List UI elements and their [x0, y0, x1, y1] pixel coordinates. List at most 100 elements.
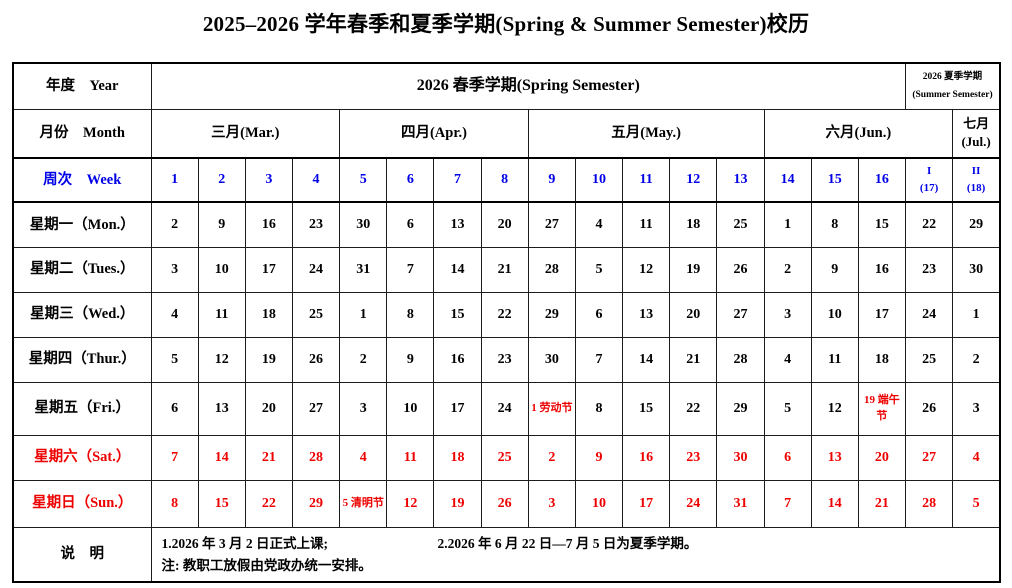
- day-cell: 5: [763, 381, 812, 436]
- weekday-row: 星期六（Sat.） 7 14 21 28 4 11 18 25 2 9 16 23 30 6 13 20 27 4: [12, 434, 1001, 481]
- day-cell: 8: [386, 291, 435, 338]
- day-cell: 25: [291, 291, 341, 338]
- notes-content: 1.2026 年 3 月 2 日正式上课; 2.2026 年 6 月 22 日—…: [150, 526, 1001, 583]
- summer-semester-header: 2026 夏季学期 (Summer Semester): [905, 62, 1001, 110]
- week-label: 周次 Week: [12, 157, 152, 203]
- day-cell: 16: [622, 434, 671, 481]
- week-cell: 1: [150, 157, 199, 203]
- day-cell: 10: [197, 246, 246, 293]
- day-cell: 9: [574, 434, 624, 481]
- day-cell: 28: [904, 479, 954, 528]
- month-cell-apr: 四月(Apr.): [339, 108, 529, 159]
- day-cell: 22: [244, 479, 293, 528]
- day-cell: 2: [339, 336, 388, 383]
- day-cell: 12: [810, 381, 859, 436]
- day-cell: 17: [433, 381, 482, 436]
- day-cell: 16: [857, 246, 907, 293]
- day-cell: 10: [810, 291, 859, 338]
- day-cell: 30: [527, 336, 576, 383]
- day-cell: 30: [339, 201, 388, 248]
- page-title: 2025–2026 学年春季和夏季学期(Spring & Summer Seme…: [202, 12, 810, 36]
- day-cell: 29: [291, 479, 341, 528]
- weekday-row: 星期二（Tues.） 3 10 17 24 31 7 14 21 28 5 12 19 26 2 9 16 23 3…: [12, 246, 1001, 293]
- holiday-day: 5: [342, 496, 349, 509]
- weekday-label: 星期五（Fri.）: [12, 381, 152, 436]
- day-cell: 13: [622, 291, 671, 338]
- month-cell-jul: 七月 (Jul.): [952, 108, 1001, 159]
- week-cell-line2: (17): [919, 182, 939, 194]
- weekday-row: 星期一（Mon.） 2 9 16 23 30 6 13 20 27 4 11 18 25 1 8 15 22 29: [12, 201, 1001, 248]
- weekday-row: 星期五（Fri.） 6 13 20 27 3 10 17 24 1 劳动节 8 15 22 29 5 12 19…: [12, 381, 1001, 436]
- notes-label: 说 明: [12, 526, 152, 583]
- day-cell: 2: [763, 246, 812, 293]
- day-cell: 20: [669, 291, 718, 338]
- day-cell: 26: [291, 336, 341, 383]
- day-cell: 28: [716, 336, 765, 383]
- week-cell: 2: [197, 157, 246, 203]
- weekday-label: 星期四（Thur.）: [12, 336, 152, 383]
- day-cell: 3: [763, 291, 812, 338]
- day-cell: 6: [574, 291, 624, 338]
- day-cell: 18: [857, 336, 907, 383]
- week-cell-line1: I: [926, 164, 932, 177]
- day-cell: 3: [527, 479, 576, 528]
- day-cell: 25: [716, 201, 765, 248]
- day-cell: 4: [574, 201, 624, 248]
- day-cell: 8: [810, 201, 859, 248]
- weekday-row: 星期日（Sun.） 8 15 22 29 5 清明节 12 19 26 3 10 17 24 31 7 14 2…: [12, 479, 1001, 528]
- day-cell: 14: [622, 336, 671, 383]
- holiday-cell: 1 劳动节: [527, 381, 576, 436]
- day-cell: 14: [433, 246, 482, 293]
- day-cell: 7: [150, 434, 199, 481]
- day-cell: 20: [244, 381, 293, 436]
- day-cell: 3: [150, 246, 199, 293]
- day-cell: 27: [716, 291, 765, 338]
- day-cell: 21: [244, 434, 293, 481]
- weekday-label: 星期六（Sat.）: [12, 434, 152, 481]
- day-cell: 11: [810, 336, 859, 383]
- holiday-name: 清明节: [350, 496, 384, 509]
- day-cell: 1: [952, 291, 1001, 338]
- week-cell: 3: [244, 157, 293, 203]
- day-cell: 18: [244, 291, 293, 338]
- day-cell: 23: [669, 434, 718, 481]
- day-cell: 15: [433, 291, 482, 338]
- day-cell: 17: [622, 479, 671, 528]
- weekday-label: 星期一（Mon.）: [12, 201, 152, 248]
- day-cell: 4: [952, 434, 1001, 481]
- day-cell: 26: [716, 246, 765, 293]
- day-cell: 10: [386, 381, 435, 436]
- day-cell: 20: [857, 434, 907, 481]
- month-label: 月份 Month: [12, 108, 152, 159]
- day-cell: 15: [857, 201, 907, 248]
- day-cell: 27: [291, 381, 341, 436]
- month-jul-line2: (Jul.): [961, 134, 991, 150]
- holiday-name: 劳动节: [539, 401, 573, 414]
- day-cell: 22: [904, 201, 954, 248]
- week-cell-line2: (18): [966, 182, 986, 194]
- week-cell: 8: [480, 157, 529, 203]
- note-1: 1.2026 年 3 月 2 日正式上课;: [161, 535, 329, 551]
- holiday-cell: 19 端午节: [857, 381, 907, 436]
- day-cell: 9: [197, 201, 246, 248]
- day-cell: 21: [857, 479, 907, 528]
- day-cell: 5: [574, 246, 624, 293]
- notes-line1: 1.2026 年 3 月 2 日正式上课; 2.2026 年 6 月 22 日—…: [162, 533, 1000, 555]
- day-cell: 20: [480, 201, 529, 248]
- day-cell: 4: [339, 434, 388, 481]
- day-cell: 23: [291, 201, 341, 248]
- holiday-day: 1: [531, 401, 537, 414]
- summer-semester-line2: (Summer Semester): [912, 90, 993, 101]
- day-cell: 11: [386, 434, 435, 481]
- day-cell: 3: [339, 381, 388, 436]
- year-row: 年度 Year 2026 春季学期(Spring Semester) 2026 …: [12, 62, 1001, 110]
- day-cell: 6: [386, 201, 435, 248]
- day-cell: 21: [480, 246, 529, 293]
- day-cell: 13: [433, 201, 482, 248]
- week-cell: II (18): [952, 157, 1001, 203]
- week-cell: 7: [433, 157, 482, 203]
- day-cell: 15: [197, 479, 246, 528]
- weekday-row: 星期三（Wed.） 4 11 18 25 1 8 15 22 29 6 13 20 27 3 10 17 24 1: [12, 291, 1001, 338]
- week-cell: 16: [857, 157, 907, 203]
